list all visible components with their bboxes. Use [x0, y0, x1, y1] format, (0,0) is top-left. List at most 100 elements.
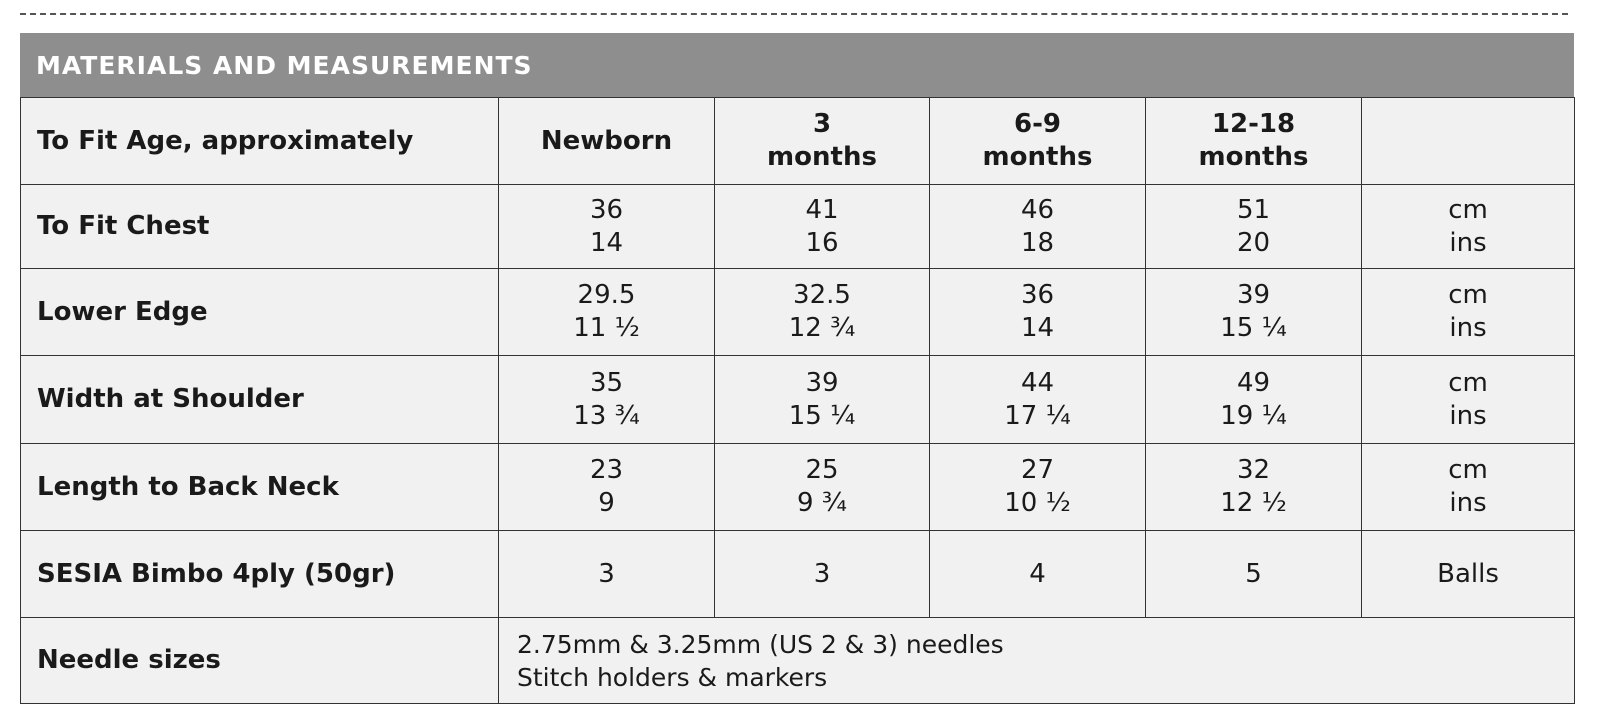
table-title: MATERIALS AND MEASUREMENTS: [20, 33, 1574, 97]
row-label-text: Needle sizes: [37, 645, 221, 675]
measure-value: 17 ¼: [1004, 400, 1071, 431]
measure-value: 19 ¼: [1220, 400, 1287, 431]
measure-value: 46: [1020, 194, 1055, 225]
measure-cell: 32.5 12 ¾: [714, 268, 930, 356]
measure-value: 13 ¾: [573, 400, 640, 431]
measure-cell: 3: [714, 530, 930, 618]
unit-cell: cm ins: [1361, 268, 1575, 356]
measure-value: 9: [598, 488, 615, 518]
measure-cell: 41 16: [714, 184, 930, 269]
header-label: To Fit Age, approximately: [20, 97, 499, 185]
measure-value: 14: [1020, 313, 1055, 343]
measure-value: 3: [598, 558, 615, 589]
measure-value: 3: [813, 558, 831, 589]
row-label-text: To Fit Chest: [37, 211, 210, 241]
measure-cell: 32 12 ½: [1145, 443, 1362, 531]
unit-text: ins: [1449, 227, 1487, 258]
size-header-line: 3: [812, 109, 832, 139]
measure-cell: 39 15 ¼: [1145, 268, 1362, 356]
measure-value: 25: [805, 455, 839, 485]
size-header-line: 12-18: [1211, 109, 1296, 139]
size-header: Newborn: [498, 97, 715, 185]
unit-text: ins: [1449, 313, 1487, 343]
measure-value: 16: [805, 227, 839, 258]
row-label-text: SESIA Bimbo 4ply (50gr): [37, 558, 396, 589]
size-header: 3 months: [714, 97, 930, 185]
measure-value: 39: [1236, 280, 1271, 310]
measure-cell: 36 14: [929, 268, 1146, 356]
measure-value: 18: [1020, 227, 1055, 258]
measure-value: 20: [1236, 227, 1271, 258]
needles-line: Stitch holders & markers: [517, 662, 828, 692]
measure-value: 15 ¼: [1220, 313, 1287, 343]
row-label-text: Length to Back Neck: [37, 471, 339, 502]
measure-value: 32: [1236, 455, 1271, 485]
measure-cell: 35 13 ¾: [498, 355, 715, 444]
unit-text: ins: [1449, 488, 1487, 518]
measure-value: 39: [805, 367, 839, 398]
measure-value: 35: [589, 367, 624, 398]
unit-text: cm: [1448, 367, 1488, 398]
measure-cell: 51 20: [1145, 184, 1362, 269]
measure-value: 51: [1236, 194, 1271, 225]
measure-value: 4: [1029, 558, 1046, 589]
dashed-rule: [20, 13, 1568, 15]
row-label-text: Lower Edge: [37, 296, 208, 327]
measure-value: 49: [1236, 367, 1271, 398]
measure-cell: 36 14: [498, 184, 715, 269]
measure-value: 44: [1020, 367, 1055, 398]
empty-header: [1361, 97, 1575, 185]
row-label: Length to Back Neck: [20, 443, 499, 531]
needles-cell: 2.75mm & 3.25mm (US 2 & 3) needles Stitch…: [498, 617, 1575, 704]
measure-cell: 49 19 ¼: [1145, 355, 1362, 444]
row-label: Needle sizes: [20, 617, 499, 704]
needles-line: 2.75mm & 3.25mm (US 2 & 3) needles: [517, 629, 1004, 659]
measure-cell: 25 9 ¾: [714, 443, 930, 531]
measure-cell: 4: [929, 530, 1146, 618]
row-label-text: Width at Shoulder: [37, 384, 304, 414]
measure-cell: 23 9: [498, 443, 715, 531]
measure-cell: 44 17 ¼: [929, 355, 1146, 444]
size-header-line: months: [1198, 142, 1309, 172]
measure-value: 36: [589, 194, 624, 225]
measure-value: 14: [589, 227, 624, 258]
measure-cell: 46 18: [929, 184, 1146, 269]
size-header-line: 6-9: [1014, 109, 1061, 139]
row-label: To Fit Chest: [20, 184, 499, 269]
row-label: Lower Edge: [20, 268, 499, 356]
unit-cell: cm ins: [1361, 443, 1575, 531]
measure-value: 29.5: [577, 280, 636, 310]
measure-cell: 3: [498, 530, 715, 618]
measure-value: 12 ½: [1220, 488, 1287, 518]
unit-text: Balls: [1437, 558, 1499, 589]
size-header-line: months: [982, 142, 1093, 172]
unit-text: cm: [1448, 194, 1488, 225]
measure-cell: 29.5 11 ½: [498, 268, 715, 356]
row-label: Width at Shoulder: [20, 355, 499, 444]
unit-text: cm: [1448, 280, 1488, 310]
measure-cell: 39 15 ¼: [714, 355, 930, 444]
size-header: 12-18 months: [1145, 97, 1362, 185]
measure-value: 41: [805, 194, 839, 225]
measure-value: 10 ½: [1004, 488, 1071, 518]
measure-value: 32.5: [793, 280, 851, 310]
unit-text: ins: [1449, 400, 1487, 431]
measure-cell: 27 10 ½: [929, 443, 1146, 531]
measure-value: 9 ¾: [796, 488, 847, 518]
measure-value: 15 ¼: [788, 400, 856, 431]
measure-value: 23: [589, 455, 624, 485]
size-header-line: Newborn: [540, 125, 673, 156]
size-header-line: months: [767, 142, 877, 172]
measure-value: 36: [1020, 280, 1055, 310]
measure-value: 12 ¾: [788, 313, 856, 343]
header-label-text: To Fit Age, approximately: [37, 125, 414, 156]
unit-cell: cm ins: [1361, 355, 1575, 444]
size-header: 6-9 months: [929, 97, 1146, 185]
measure-cell: 5: [1145, 530, 1362, 618]
unit-cell: Balls: [1361, 530, 1575, 618]
measure-value: 5: [1245, 558, 1262, 589]
row-label: SESIA Bimbo 4ply (50gr): [20, 530, 499, 618]
measure-value: 27: [1020, 455, 1055, 485]
unit-cell: cm ins: [1361, 184, 1575, 269]
